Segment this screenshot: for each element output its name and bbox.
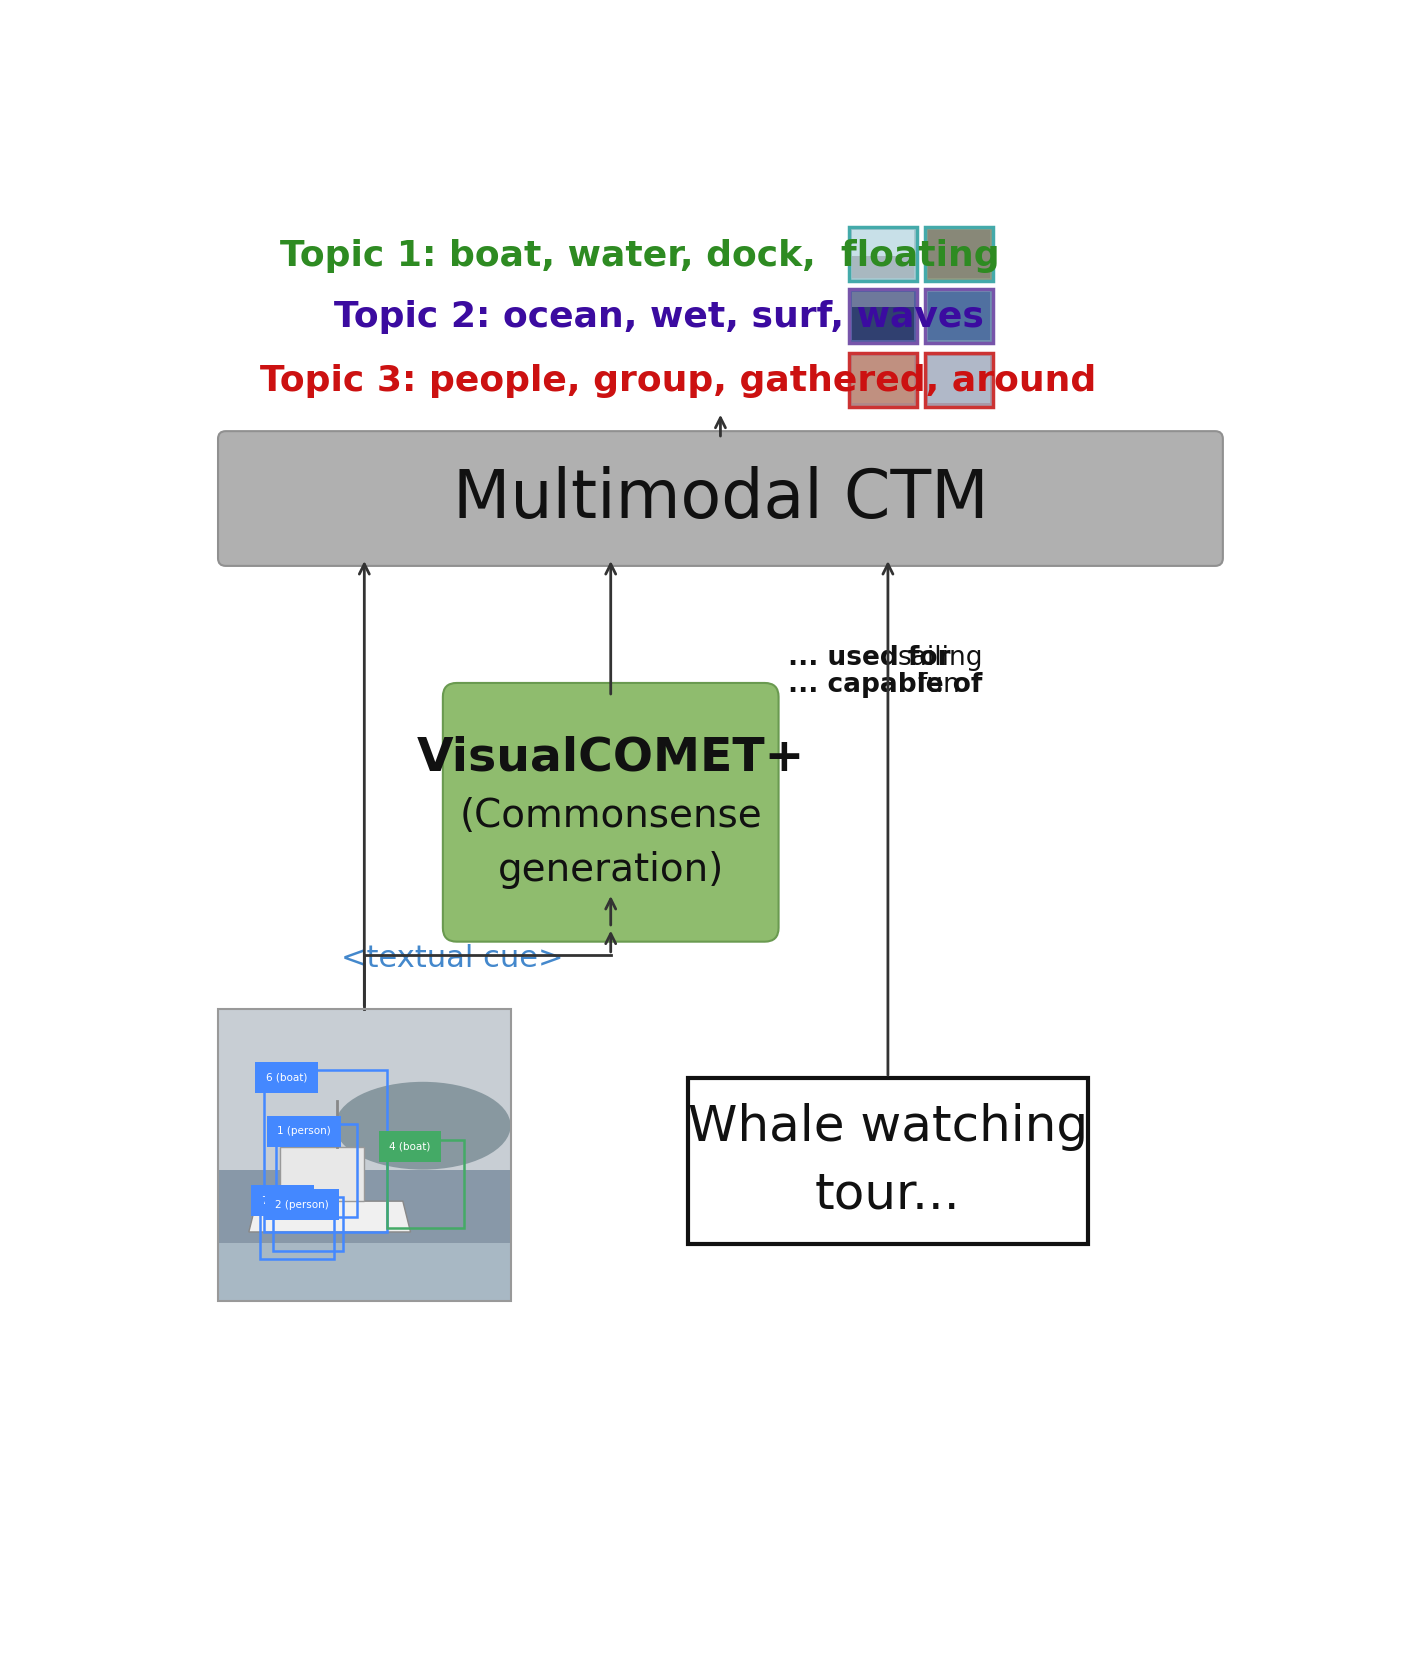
Bar — [849, 227, 917, 280]
Bar — [218, 1169, 511, 1301]
Bar — [218, 1243, 511, 1301]
Bar — [852, 230, 914, 255]
Text: 7 (boat): 7 (boat) — [262, 1196, 303, 1206]
Bar — [218, 1009, 511, 1169]
Bar — [265, 1071, 387, 1233]
Bar — [928, 230, 990, 279]
Text: 6 (boat): 6 (boat) — [266, 1073, 307, 1083]
Text: Topic 1: boat, water, dock,  floating: Topic 1: boat, water, dock, floating — [280, 239, 1000, 272]
Bar — [849, 352, 917, 407]
Text: VisualCOMET+: VisualCOMET+ — [417, 736, 805, 781]
Text: 2 (person): 2 (person) — [275, 1199, 328, 1209]
Bar — [852, 292, 914, 307]
Bar — [928, 292, 990, 340]
Text: Topic 2: ocean, wet, surf, waves: Topic 2: ocean, wet, surf, waves — [334, 300, 983, 334]
Text: fun: fun — [917, 672, 960, 699]
Bar — [387, 1139, 465, 1228]
Bar — [687, 1078, 1088, 1244]
Bar — [925, 352, 993, 407]
Text: Topic 3: people, group, gathered, around: Topic 3: people, group, gathered, around — [260, 364, 1097, 399]
Bar — [280, 1148, 365, 1201]
Bar — [273, 1198, 342, 1251]
Bar — [928, 355, 990, 404]
Bar — [925, 289, 993, 342]
Text: ... used for: ... used for — [788, 646, 950, 671]
FancyBboxPatch shape — [444, 682, 779, 942]
Bar — [925, 227, 993, 280]
Text: ... capable of: ... capable of — [788, 672, 983, 699]
Text: (Commonsense: (Commonsense — [459, 797, 762, 836]
Bar — [852, 355, 914, 404]
Text: Multimodal CTM: Multimodal CTM — [452, 465, 988, 532]
Ellipse shape — [335, 1083, 511, 1169]
Text: 4 (boat): 4 (boat) — [389, 1143, 431, 1153]
Text: 1 (person): 1 (person) — [277, 1126, 331, 1136]
Text: sailing: sailing — [897, 646, 983, 671]
FancyBboxPatch shape — [218, 430, 1224, 565]
Bar — [260, 1194, 334, 1259]
Text: Whale watching
tour...: Whale watching tour... — [689, 1103, 1088, 1218]
Bar — [276, 1124, 356, 1216]
Text: generation): generation) — [497, 851, 724, 889]
Bar — [852, 292, 914, 340]
Bar — [218, 1009, 511, 1301]
Text: <textual cue>: <textual cue> — [341, 944, 563, 972]
Bar — [849, 289, 917, 342]
Polygon shape — [249, 1201, 411, 1233]
Bar — [852, 255, 914, 279]
